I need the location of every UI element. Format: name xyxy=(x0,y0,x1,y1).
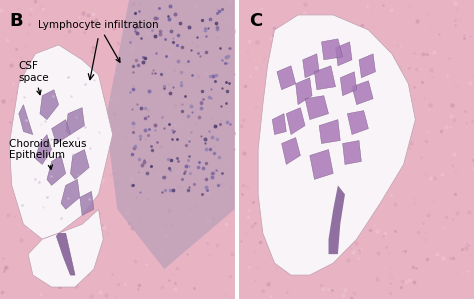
Polygon shape xyxy=(61,179,80,209)
Polygon shape xyxy=(343,141,361,164)
Text: C: C xyxy=(249,12,262,30)
Polygon shape xyxy=(303,54,319,78)
Polygon shape xyxy=(359,54,375,78)
Polygon shape xyxy=(321,39,343,60)
Text: CSF
space: CSF space xyxy=(19,61,49,94)
Polygon shape xyxy=(347,111,368,135)
Polygon shape xyxy=(239,0,474,299)
Polygon shape xyxy=(277,66,296,90)
Polygon shape xyxy=(56,233,75,275)
Polygon shape xyxy=(314,66,336,90)
Polygon shape xyxy=(19,105,33,135)
Polygon shape xyxy=(47,155,66,185)
Polygon shape xyxy=(305,96,328,120)
Polygon shape xyxy=(296,78,312,105)
Polygon shape xyxy=(28,209,103,287)
Polygon shape xyxy=(66,108,84,135)
Polygon shape xyxy=(35,135,52,164)
Polygon shape xyxy=(106,0,235,269)
Polygon shape xyxy=(9,45,113,239)
Polygon shape xyxy=(40,90,59,120)
Polygon shape xyxy=(336,42,352,66)
Polygon shape xyxy=(272,114,286,135)
Polygon shape xyxy=(0,0,235,299)
Text: B: B xyxy=(9,12,23,30)
Polygon shape xyxy=(258,15,415,275)
Text: Choroid Plexus
Epithelium: Choroid Plexus Epithelium xyxy=(9,139,87,169)
Polygon shape xyxy=(70,150,89,179)
Polygon shape xyxy=(340,72,356,96)
Text: Lymphocyte infiltration: Lymphocyte infiltration xyxy=(38,20,159,62)
Polygon shape xyxy=(80,191,94,215)
Polygon shape xyxy=(328,185,345,254)
Polygon shape xyxy=(310,150,333,179)
Polygon shape xyxy=(286,108,305,135)
Polygon shape xyxy=(319,120,340,144)
Polygon shape xyxy=(352,81,373,105)
Polygon shape xyxy=(52,120,70,144)
Polygon shape xyxy=(282,138,301,164)
